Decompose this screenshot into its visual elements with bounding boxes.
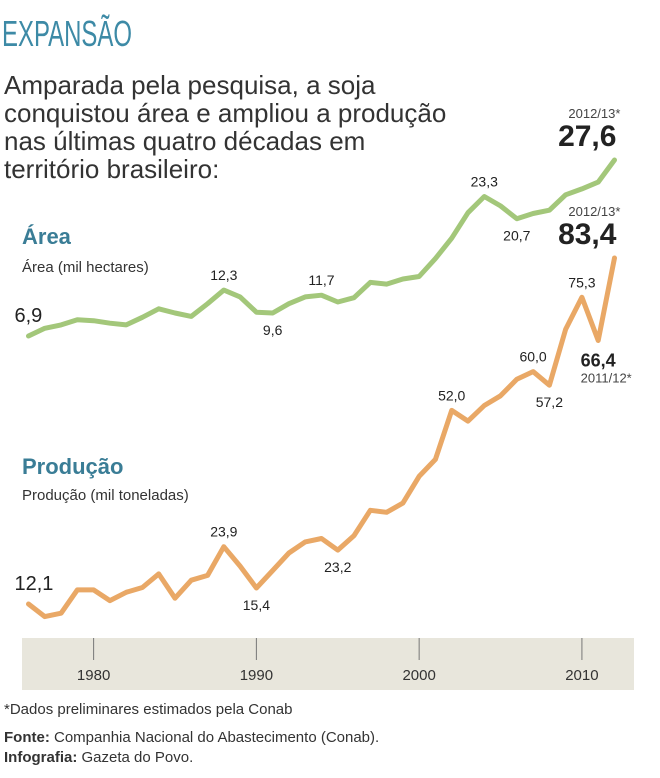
x-tick-label: 2000 [402, 667, 435, 684]
credit: Infografia: Gazeta do Povo. [4, 749, 193, 766]
credit-label: Infografia: [4, 749, 77, 766]
series-line [26, 157, 617, 339]
credit-text: Gazeta do Povo. [82, 749, 194, 766]
value-note: 2012/13* [568, 204, 620, 219]
title: EXPANSÃO [2, 13, 132, 54]
x-tick-label: 2010 [565, 667, 598, 684]
x-tick-label: 1980 [77, 667, 110, 684]
subtitle-line: conquistou área e ampliou a produção [4, 98, 446, 128]
series-name: Produção [22, 454, 123, 479]
subtitle-line: território brasileiro: [4, 154, 219, 184]
value-label: 23,2 [324, 559, 351, 575]
series-label: Área (mil hectares) [22, 259, 149, 276]
footnote: *Dados preliminares estimados pela Conab [4, 701, 293, 718]
series-line [26, 255, 617, 620]
value-label: 83,4 [558, 218, 617, 251]
value-label: 15,4 [243, 597, 270, 613]
value-label: 75,3 [568, 274, 595, 290]
source-text: Companhia Nacional do Abastecimento (Con… [54, 729, 379, 746]
x-axis-band [22, 638, 634, 690]
series-name: Área [22, 224, 72, 249]
value-label: 11,7 [308, 272, 334, 288]
value-label: 9,6 [263, 322, 283, 338]
value-label: 27,6 [558, 120, 616, 153]
value-label: 66,4 [581, 351, 616, 371]
value-note: 2011/12* [581, 371, 632, 386]
value-note: 2012/13* [568, 106, 620, 121]
value-label: 23,9 [210, 524, 237, 540]
series-label: Produção (mil toneladas) [22, 487, 189, 504]
subtitle-line: nas últimas quatro décadas em [4, 126, 365, 156]
value-label: 12,3 [210, 267, 237, 283]
source: Fonte: Companhia Nacional do Abastecimen… [4, 729, 379, 746]
value-label: 60,0 [519, 349, 546, 365]
value-label: 20,7 [503, 228, 530, 244]
value-label: 6,9 [15, 305, 43, 327]
value-label: 52,0 [438, 387, 465, 403]
value-label: 57,2 [536, 394, 563, 410]
x-tick-label: 1990 [240, 667, 273, 684]
subtitle-line: Amparada pela pesquisa, a soja [4, 70, 376, 100]
value-label: 23,3 [471, 174, 498, 190]
value-label: 12,1 [15, 573, 54, 595]
source-label: Fonte: [4, 729, 50, 746]
